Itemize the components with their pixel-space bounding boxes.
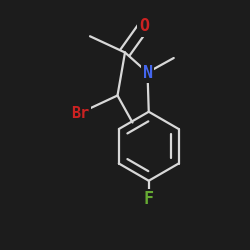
Text: F: F xyxy=(144,190,154,208)
Text: Br: Br xyxy=(71,106,89,120)
Text: N: N xyxy=(142,64,152,82)
Text: O: O xyxy=(139,17,149,35)
